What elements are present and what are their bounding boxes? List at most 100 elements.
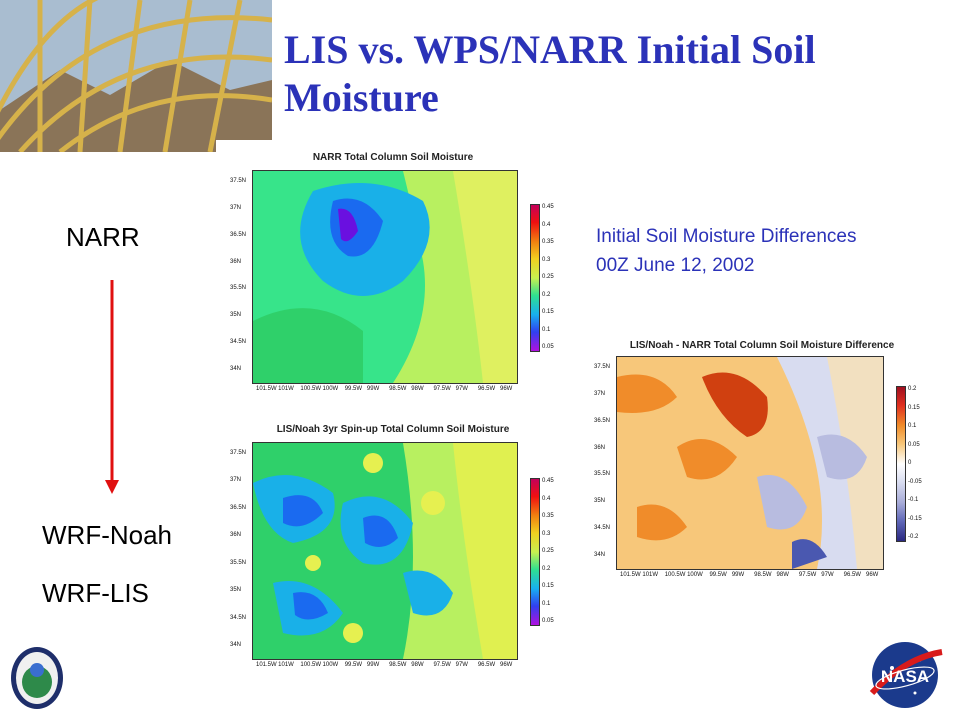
- diff-lon-tick: 98W: [776, 572, 789, 578]
- lis-lat-tick: 36.5N: [230, 504, 247, 511]
- lis-lat-tick: 35.5N: [230, 559, 247, 566]
- lis-colorbar: [530, 478, 540, 626]
- diff-colorbar-label: -0.1: [908, 497, 919, 503]
- seal-icon: [8, 642, 66, 712]
- difference-caption: Initial Soil Moisture Differences 00Z Ju…: [596, 222, 856, 280]
- narr-map: [252, 170, 518, 384]
- lis-colorbar-label: 0.25: [542, 548, 554, 554]
- narr-plot-title: NARR Total Column Soil Moisture: [312, 152, 474, 163]
- diff-lon-tick: 100W: [687, 572, 703, 578]
- lis-lon-tick: 98W: [411, 662, 424, 668]
- narr-colorbar-label: 0.4: [542, 221, 551, 228]
- narr-lon-tick: 96.5W: [477, 386, 496, 392]
- lis-lon-tick: 96W: [500, 662, 513, 668]
- header-photo: [0, 0, 272, 152]
- diff-lat-tick: 37N: [594, 390, 606, 397]
- narr-lon-tick: 100W: [322, 386, 339, 392]
- diff-lat-tick: 36.5N: [594, 417, 611, 424]
- narr-lon-tick: 97W: [455, 386, 468, 392]
- narr-lat-tick: 34N: [230, 366, 242, 372]
- lis-colorbar-label: 0.1: [542, 600, 551, 607]
- narr-lat-tick: 34.5N: [230, 339, 247, 346]
- diff-colorbar-label: -0.15: [908, 515, 922, 522]
- narr-lon-tick: 101.5W: [256, 386, 277, 392]
- lis-lat-tick: 37N: [230, 477, 242, 484]
- diff-lon-tick: 96.5W: [843, 572, 861, 578]
- narr-colorbar-label: 0.45: [542, 204, 554, 210]
- lis-lon-tick: 100.5W: [300, 662, 322, 668]
- diff-colorbar-label: 0.15: [908, 404, 920, 411]
- lis-lon-tick: 100W: [322, 662, 339, 668]
- narr-label: NARR: [66, 222, 140, 252]
- diff-lon-tick: 99.5W: [709, 572, 727, 578]
- lis-colorbar-label: 0.35: [542, 513, 554, 519]
- lis-colorbar-label: 0.4: [542, 495, 551, 502]
- diff-lat-tick: 36N: [594, 444, 606, 451]
- lis-colorbar-label: 0.05: [542, 618, 554, 624]
- diff-lon-tick: 98.5W: [754, 572, 772, 578]
- lis-colorbar-label: 0.3: [542, 530, 551, 537]
- diff-lat-tick: 34N: [594, 552, 606, 558]
- narr-colorbar-label: 0.1: [542, 326, 551, 333]
- narr-colorbar-label: 0.2: [542, 291, 551, 298]
- narr-lat-tick: 35N: [230, 312, 242, 319]
- lis-plot-title: LIS/Noah 3yr Spin-up Total Column Soil M…: [276, 424, 510, 435]
- caption-line-1: Initial Soil Moisture Differences: [596, 226, 857, 247]
- lis-lat-tick: 35N: [230, 587, 242, 594]
- lis-lon-tick: 97.5W: [433, 662, 451, 668]
- diff-lon-tick: 101W: [642, 572, 659, 578]
- lis-lat-tick: 37.5N: [230, 450, 247, 456]
- lis-colorbar-label: 0.2: [542, 565, 551, 572]
- difference-map: [616, 356, 884, 570]
- diff-colorbar-label: -0.2: [908, 534, 919, 540]
- lis-lon-tick: 101.5W: [256, 662, 277, 668]
- diff-lat-tick: 35.5N: [594, 471, 611, 478]
- lis-lon-tick: 98.5W: [389, 662, 407, 668]
- diff-colorbar-label: 0: [908, 460, 912, 466]
- narr-colorbar-label: 0.05: [542, 344, 554, 350]
- narr-lon-tick: 96W: [500, 386, 513, 392]
- lis-lon-tick: 97W: [455, 662, 468, 668]
- narr-lat-tick: 36.5N: [230, 231, 247, 238]
- difference-plot-title: LIS/Noah - NARR Total Column Soil Moistu…: [629, 340, 895, 351]
- diff-lon-tick: 97W: [821, 572, 834, 578]
- wrf-lis-label: WRF-LIS: [42, 578, 149, 608]
- lis-map: [252, 442, 518, 660]
- narr-colorbar: [530, 204, 540, 352]
- lis-lon-tick: 99W: [366, 662, 380, 668]
- lis-lon-tick: 96.5W: [477, 662, 496, 668]
- narr-colorbar-label: 0.25: [542, 274, 554, 280]
- narr-plot: NARR Total Column Soil Moisture 37.5N 37N…: [226, 148, 560, 400]
- diff-lon-tick: 101.5W: [620, 572, 641, 578]
- narr-lat-tick: 37.5N: [230, 178, 247, 184]
- diff-lon-tick: 96W: [866, 572, 879, 578]
- wrf-noah-label: WRF-Noah: [42, 520, 173, 550]
- narr-colorbar-label: 0.15: [542, 309, 554, 315]
- down-arrow-icon: [105, 280, 119, 494]
- narr-lon-tick: 101W: [278, 386, 294, 392]
- diff-colorbar-label: 0.1: [908, 423, 917, 429]
- diff-lat-tick: 34.5N: [594, 525, 611, 532]
- difference-colorbar: [896, 386, 906, 542]
- narr-lon-tick: 97.5W: [433, 386, 451, 392]
- diff-colorbar-label: -0.05: [908, 478, 922, 485]
- page-title: LIS vs. WPS/NARR Initial Soil Moisture: [284, 27, 816, 120]
- narr-lon-tick: 99W: [366, 386, 380, 392]
- lis-colorbar-label: 0.45: [542, 478, 554, 484]
- narr-lat-tick: 37N: [230, 204, 242, 211]
- diff-lon-tick: 100.5W: [664, 572, 686, 578]
- lis-plot: LIS/Noah 3yr Spin-up Total Column Soil M…: [226, 420, 560, 676]
- narr-lon-tick: 98.5W: [389, 386, 407, 392]
- narr-colorbar-label: 0.3: [542, 256, 551, 263]
- diff-lat-tick: 37.5N: [594, 364, 611, 370]
- narr-lon-tick: 98W: [411, 386, 424, 392]
- diff-colorbar-label: 0.05: [908, 441, 920, 448]
- nasa-logo: NASA: [860, 638, 950, 712]
- lis-lon-tick: 99.5W: [344, 662, 363, 668]
- svg-text:NASA: NASA: [881, 667, 929, 686]
- narr-colorbar-label: 0.35: [542, 239, 554, 245]
- difference-plot: LIS/Noah - NARR Total Column Soil Moistu…: [588, 336, 936, 584]
- narr-lon-tick: 100.5W: [300, 386, 322, 392]
- lis-lon-tick: 101W: [278, 662, 294, 668]
- lis-lat-tick: 34N: [230, 642, 242, 648]
